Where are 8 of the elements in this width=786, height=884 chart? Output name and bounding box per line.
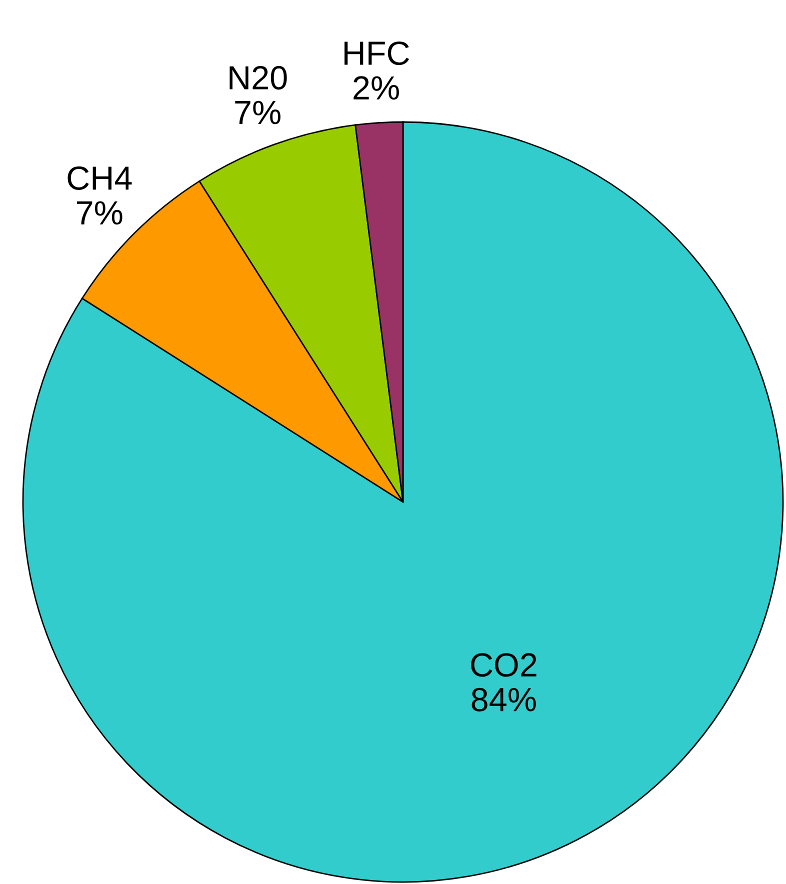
slice-label: CO2 xyxy=(471,653,536,677)
slice-label: CH4 xyxy=(68,166,132,190)
data-label: 2% xyxy=(354,76,399,100)
slice-label: N20 xyxy=(230,66,287,90)
data-label: 7% xyxy=(235,100,280,124)
data-label: 84% xyxy=(472,688,536,712)
slice-label: HFC xyxy=(344,41,410,66)
data-label: 7% xyxy=(76,201,122,225)
